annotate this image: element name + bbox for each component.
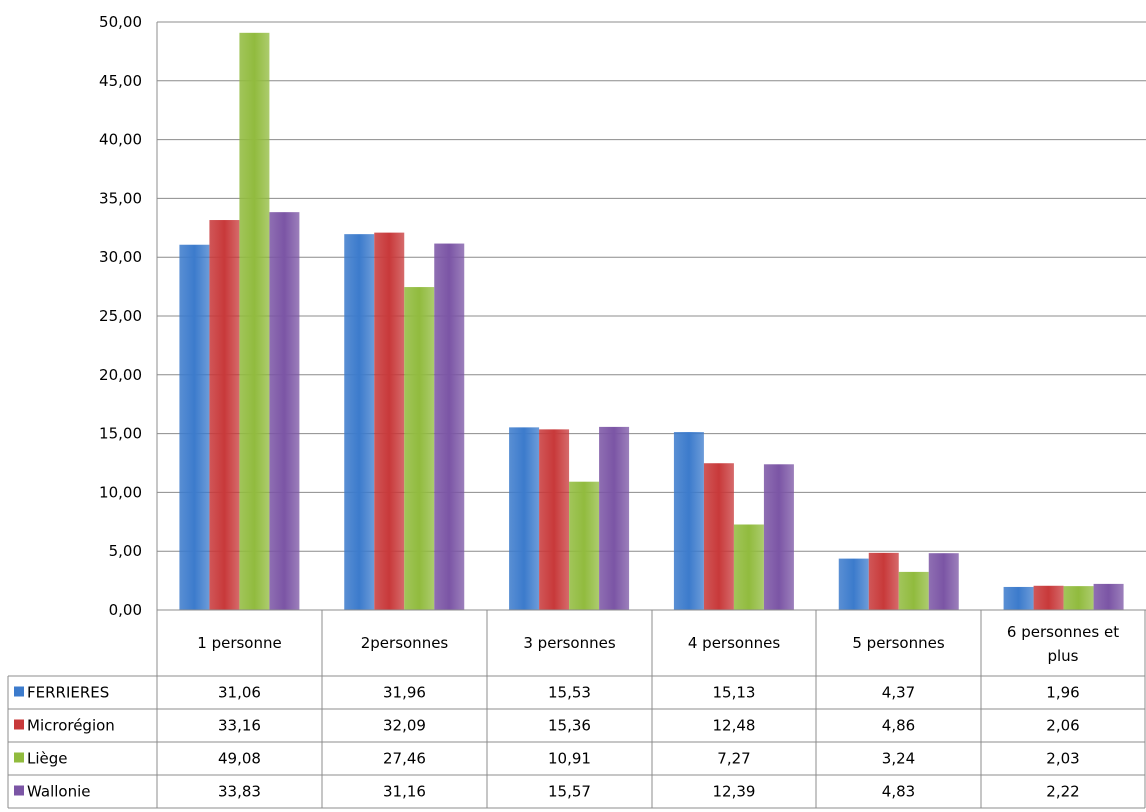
bar-microregion-5	[868, 552, 899, 610]
bar-liege-1	[239, 32, 270, 610]
bar-liege-5	[898, 571, 929, 610]
bar-microregion-6	[1033, 585, 1064, 610]
table-cell: 3,24	[882, 750, 915, 768]
legend-label-ferrieres: FERRIERES	[27, 684, 109, 702]
category-label: 6 personnes et plus	[1007, 623, 1119, 665]
category-label: 4 personnes	[688, 634, 780, 652]
table-cell: 2,06	[1046, 717, 1079, 735]
legend-key-liege	[14, 752, 24, 763]
table-cell: 4,83	[882, 783, 915, 801]
y-tick-label: 10,00	[99, 483, 142, 501]
table-cell: 2,22	[1046, 783, 1079, 801]
table-cell: 4,86	[882, 717, 915, 735]
bar-liege-6	[1063, 586, 1094, 610]
table-cell: 1,96	[1046, 684, 1079, 702]
y-tick-label: 15,00	[99, 425, 142, 443]
bar-ferrieres-1	[179, 244, 210, 610]
table-cell: 31,16	[383, 783, 426, 801]
bar-wallonie-5	[928, 553, 959, 610]
legend-key-wallonie	[14, 785, 24, 796]
bar-ferrieres-6	[1003, 586, 1034, 610]
table-cell: 31,06	[218, 684, 261, 702]
bar-wallonie-3	[599, 426, 630, 610]
y-tick-label: 40,00	[99, 131, 142, 149]
gridlines	[157, 21, 1146, 611]
legend-label-wallonie: Wallonie	[27, 783, 90, 801]
bar-wallonie-2	[434, 243, 465, 610]
table-cell: 33,16	[218, 717, 261, 735]
table-cell: 2,03	[1046, 750, 1079, 768]
table-cell: 12,48	[713, 717, 756, 735]
table-cell: 33,83	[218, 783, 261, 801]
bar-ferrieres-4	[673, 432, 704, 610]
table-cell: 10,91	[548, 750, 591, 768]
bar-liege-3	[569, 481, 600, 610]
bar-wallonie-4	[763, 464, 794, 610]
bar-microregion-4	[703, 463, 734, 610]
y-axis: 0,00 5,00 10,00 15,00 20,00 25,00 30,00 35,00 40…	[99, 13, 142, 619]
bar-liege-4	[733, 524, 764, 610]
legend-label-microregion: Microrégion	[27, 717, 115, 735]
y-tick-label: 35,00	[99, 189, 142, 207]
bar-wallonie-1	[269, 212, 300, 611]
bar-microregion-2	[374, 232, 405, 611]
y-tick-label: 50,00	[99, 13, 142, 31]
table-cell: 15,36	[548, 717, 591, 735]
category-label: 2personnes	[361, 634, 449, 652]
bars	[179, 32, 1124, 611]
bar-wallonie-6	[1093, 583, 1124, 610]
table-cell: 27,46	[383, 750, 426, 768]
legend-key-ferrieres	[14, 686, 24, 697]
table-cell: 15,57	[548, 783, 591, 801]
bar-liege-2	[404, 287, 435, 610]
table-cell: 32,09	[383, 717, 426, 735]
category-label: 3 personnes	[523, 634, 615, 652]
table-cell: 15,53	[548, 684, 591, 702]
category-label: 1 personne	[197, 634, 281, 652]
legend-label-liege: Liège	[27, 750, 68, 768]
bar-microregion-1	[209, 220, 240, 611]
bar-ferrieres-5	[838, 558, 869, 610]
table-cell: 4,37	[882, 684, 915, 702]
y-tick-label: 20,00	[99, 366, 142, 384]
bar-microregion-3	[539, 429, 570, 610]
data-table: 1 personne 2personnes 3 personnes 4 personn…	[7, 22, 1146, 809]
y-tick-label: 25,00	[99, 307, 142, 325]
table-cell: 7,27	[717, 750, 750, 768]
bar-ferrieres-2	[344, 234, 375, 611]
y-tick-label: 30,00	[99, 248, 142, 266]
table-cell: 31,96	[383, 684, 426, 702]
table-cell: 49,08	[218, 750, 261, 768]
y-tick-label: 45,00	[99, 72, 142, 90]
y-tick-label: 5,00	[109, 542, 142, 560]
table-cell: 12,39	[713, 783, 756, 801]
category-label: 5 personnes	[852, 634, 944, 652]
table-cell: 15,13	[713, 684, 756, 702]
legend-key-microregion	[14, 719, 24, 730]
y-tick-label: 0,00	[109, 601, 142, 619]
bar-ferrieres-3	[509, 427, 540, 610]
